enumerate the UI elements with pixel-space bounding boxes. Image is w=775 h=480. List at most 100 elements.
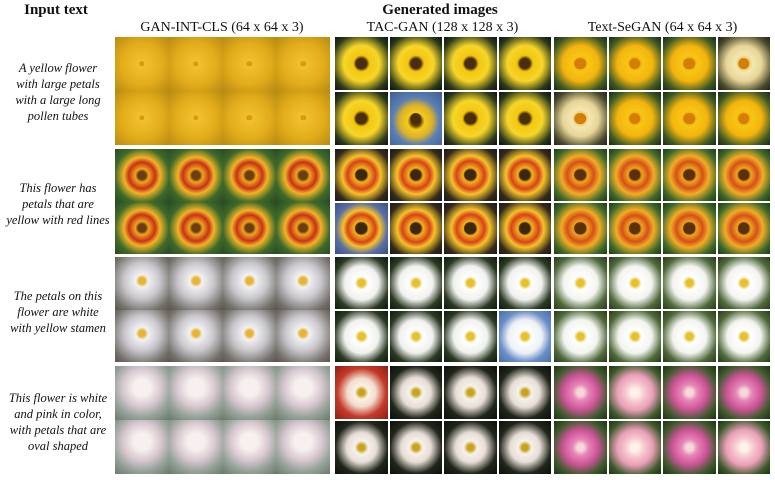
generated-flower-image	[222, 149, 277, 202]
generated-flower-image	[276, 149, 330, 202]
generated-flower-image	[554, 202, 607, 254]
caption-line: petals that are	[22, 197, 94, 211]
generated-flower-image	[276, 201, 330, 254]
caption-line: yellow with red lines	[6, 213, 110, 227]
image-panel-segan-row-4	[554, 366, 770, 474]
generated-flower-image	[663, 92, 716, 145]
generated-flower-image	[335, 310, 388, 362]
image-panel-tac-row-1	[335, 37, 551, 145]
generated-flower-image	[554, 257, 607, 309]
generated-flower-image	[444, 37, 497, 90]
generated-flower-image	[335, 366, 388, 419]
generated-flower-image	[717, 257, 770, 309]
image-panel-segan-row-1	[554, 37, 770, 145]
generated-flower-image	[115, 366, 169, 420]
generated-flower-image	[554, 37, 607, 90]
generated-flower-image	[498, 202, 551, 254]
generated-flower-image	[168, 309, 223, 362]
method-title-text-segan: Text-SeGAN (64 x 64 x 3)	[587, 20, 738, 35]
generated-flower-image	[444, 92, 497, 145]
generated-flower-image	[335, 202, 388, 254]
generated-flower-image	[115, 37, 169, 91]
generated-flower-image	[444, 421, 497, 474]
input-text-header: Input text	[24, 2, 88, 18]
generated-flower-image	[608, 92, 661, 145]
generated-flower-image	[335, 257, 388, 309]
method-title-gan-int-cls: GAN-INT-CLS (64 x 64 x 3)	[140, 20, 304, 35]
image-panel-segan-row-3	[554, 257, 770, 362]
generated-flower-image	[335, 37, 388, 90]
generated-flower-image	[498, 92, 551, 145]
generated-flower-image	[498, 310, 551, 362]
generated-flower-image	[663, 257, 716, 309]
generated-flower-image	[498, 257, 551, 309]
caption-line: This flower has	[19, 181, 97, 195]
image-panel-tac-row-4	[335, 366, 551, 474]
generated-flower-image	[389, 421, 442, 474]
generated-flower-image	[498, 37, 551, 90]
generated-flower-image	[663, 421, 716, 474]
generated-flower-image	[276, 309, 330, 362]
image-panel-tac-row-3	[335, 257, 551, 362]
caption-line: with petals that are	[9, 423, 107, 437]
generated-flower-image	[389, 310, 442, 362]
generated-flower-image	[717, 37, 770, 90]
generated-flower-image	[717, 149, 770, 201]
generated-flower-image	[608, 310, 661, 362]
generated-images-header: Generated images	[382, 2, 498, 18]
caption-line: flower are white	[17, 305, 99, 319]
generated-flower-image	[115, 91, 169, 145]
generated-flower-image	[168, 420, 223, 474]
image-panel-gan-row-1	[115, 37, 330, 145]
generated-flower-image	[115, 149, 169, 202]
generated-flower-image	[222, 366, 277, 420]
generated-flower-image	[276, 91, 330, 145]
generated-flower-image	[663, 202, 716, 254]
generated-flower-image	[222, 309, 277, 362]
caption-line: with a large long	[15, 93, 101, 107]
caption-row-4: This flower is white and pink in color, …	[6, 390, 110, 454]
generated-flower-image	[222, 257, 277, 310]
generated-flower-image	[389, 202, 442, 254]
image-panel-gan-row-2	[115, 149, 330, 254]
generated-flower-image	[389, 37, 442, 90]
caption-line: pollen tubes	[27, 109, 89, 123]
generated-flower-image	[717, 310, 770, 362]
generated-flower-image	[608, 257, 661, 309]
caption-line: The petals on this	[13, 289, 103, 303]
caption-line: A yellow flower	[18, 61, 98, 75]
generated-flower-image	[335, 92, 388, 145]
generated-flower-image	[444, 149, 497, 201]
caption-line: oval shaped	[27, 439, 89, 453]
generated-flower-image	[389, 149, 442, 201]
generated-flower-image	[717, 366, 770, 419]
generated-flower-image	[389, 257, 442, 309]
generated-flower-image	[444, 257, 497, 309]
image-panel-gan-row-4	[115, 366, 330, 474]
generated-flower-image	[222, 91, 277, 145]
generated-flower-image	[168, 257, 223, 310]
generated-flower-image	[115, 309, 169, 362]
caption-line: This flower is white	[8, 391, 108, 405]
generated-flower-image	[608, 202, 661, 254]
generated-flower-image	[335, 421, 388, 474]
image-panel-tac-row-2	[335, 149, 551, 254]
generated-flower-image	[168, 201, 223, 254]
generated-flower-image	[168, 37, 223, 91]
generated-flower-image	[498, 149, 551, 201]
generated-flower-image	[498, 421, 551, 474]
generated-flower-image	[608, 421, 661, 474]
generated-flower-image	[554, 366, 607, 419]
generated-flower-image	[222, 201, 277, 254]
caption-row-1: A yellow flower with large petals with a…	[6, 60, 110, 124]
generated-flower-image	[717, 92, 770, 145]
generated-flower-image	[608, 37, 661, 90]
generated-flower-image	[554, 149, 607, 201]
generated-flower-image	[222, 420, 277, 474]
generated-flower-image	[663, 366, 716, 419]
generated-flower-image	[276, 257, 330, 310]
generated-flower-image	[389, 92, 442, 145]
caption-row-2: This flower has petals that are yellow w…	[6, 180, 110, 228]
generated-flower-image	[276, 420, 330, 474]
generated-flower-image	[222, 37, 277, 91]
